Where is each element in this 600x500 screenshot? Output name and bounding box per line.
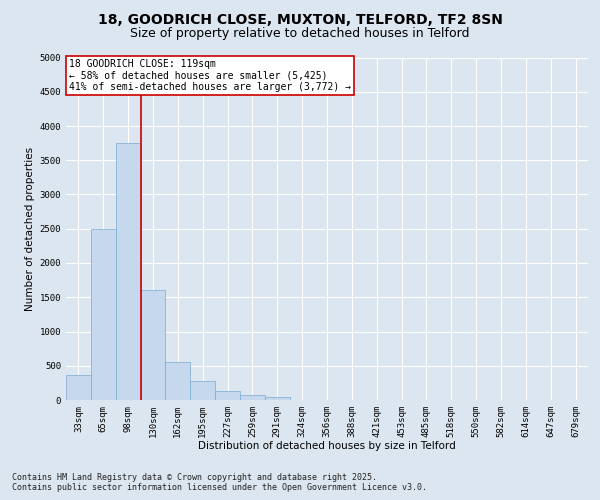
Bar: [166, 362, 190, 400]
Bar: [190, 381, 215, 400]
Text: Size of property relative to detached houses in Telford: Size of property relative to detached ho…: [130, 28, 470, 40]
Bar: [91, 229, 116, 400]
Text: 18 GOODRICH CLOSE: 119sqm
← 58% of detached houses are smaller (5,425)
41% of se: 18 GOODRICH CLOSE: 119sqm ← 58% of detac…: [68, 59, 350, 92]
Bar: [140, 290, 166, 400]
Bar: [215, 391, 240, 400]
Bar: [265, 396, 290, 400]
Y-axis label: Number of detached properties: Number of detached properties: [25, 146, 35, 311]
Bar: [240, 394, 265, 400]
Bar: [66, 374, 91, 400]
Text: Contains HM Land Registry data © Crown copyright and database right 2025.
Contai: Contains HM Land Registry data © Crown c…: [12, 473, 427, 492]
Bar: [116, 143, 140, 400]
X-axis label: Distribution of detached houses by size in Telford: Distribution of detached houses by size …: [198, 442, 456, 452]
Text: 18, GOODRICH CLOSE, MUXTON, TELFORD, TF2 8SN: 18, GOODRICH CLOSE, MUXTON, TELFORD, TF2…: [98, 12, 502, 26]
